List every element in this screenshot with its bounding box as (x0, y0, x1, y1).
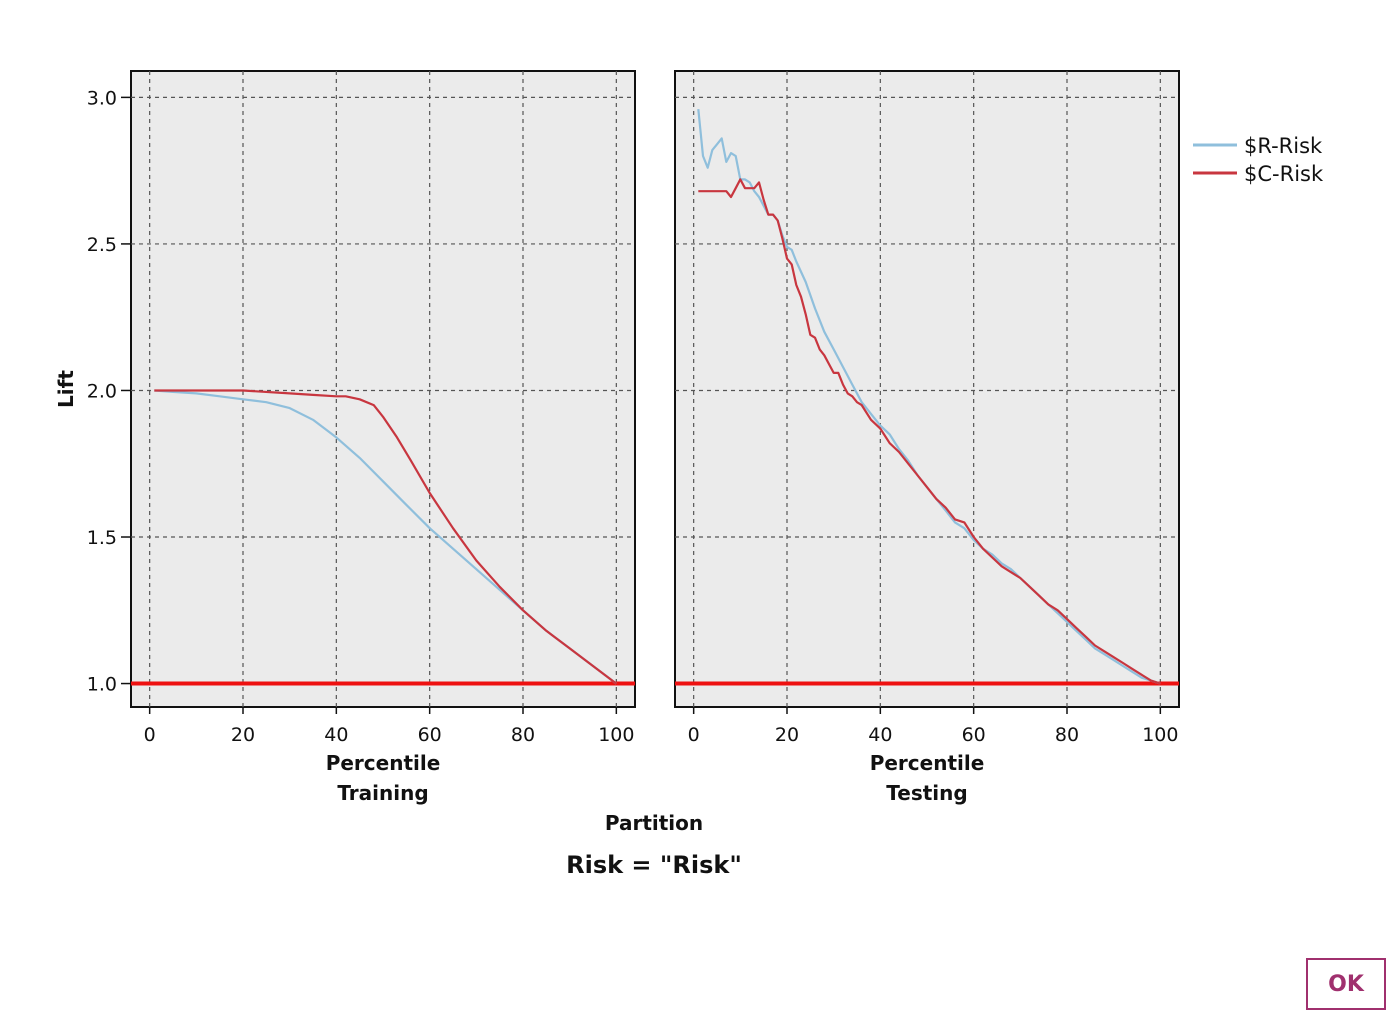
series-lines-training (154, 389, 617, 685)
y-axis-title: Lift (54, 370, 78, 408)
y-ticks-training: 1.0 1.5 2.0 2.5 3.0 (87, 87, 131, 696)
legend: $R-Risk $C-Risk (1193, 134, 1324, 186)
x-tick-label-testing-40: 40 (868, 724, 892, 746)
series-line-r-risk-testing (697, 108, 1161, 685)
plot-area-training (130, 70, 636, 708)
x-tick-label-training-40: 40 (324, 724, 348, 746)
x-axis-title-training: Percentile (326, 751, 441, 775)
x-tick-label-testing-60: 60 (962, 724, 986, 746)
x-tick-label-training-0: 0 (144, 724, 156, 746)
x-tick-label-testing-80: 80 (1055, 724, 1079, 746)
x-tick-label-testing-0: 0 (688, 724, 700, 746)
plot-area-testing (674, 70, 1180, 708)
chart-title: Risk = "Risk" (566, 851, 742, 879)
x-tick-label-testing-100: 100 (1142, 724, 1178, 746)
x-tick-label-training-80: 80 (511, 724, 535, 746)
series-lines-testing (697, 108, 1161, 685)
series-line-c-risk-testing (698, 178, 1161, 685)
x-tick-label-testing-20: 20 (775, 724, 799, 746)
legend-label-r-risk: $R-Risk (1244, 134, 1323, 158)
gridlines-testing (675, 71, 1179, 707)
y-tick-label-2.0: 2.0 (87, 380, 117, 402)
y-tick-label-2.5: 2.5 (87, 234, 117, 256)
x-tick-label-training-20: 20 (231, 724, 255, 746)
x-axis-title-testing: Percentile (870, 751, 985, 775)
x-tick-label-training-100: 100 (598, 724, 634, 746)
panel-label-training: Training (337, 781, 428, 805)
ok-button[interactable]: OK (1306, 958, 1386, 1010)
panel-label-testing: Testing (886, 781, 967, 805)
facet-label: Partition (605, 811, 703, 835)
panel-training: 0 20 40 60 80 100 1.01.52.02.53.0 Percentile … (87, 70, 636, 805)
y-tick-label-1.5: 1.5 (87, 527, 117, 549)
series-line-c-risk-training (154, 389, 617, 685)
y-tick-label-1.0: 1.0 (87, 674, 117, 696)
x-ticks-testing: 0 20 40 60 80 100 (688, 707, 1178, 746)
x-ticks-training: 0 20 40 60 80 100 (144, 707, 634, 746)
y-tick-label-3.0: 3.0 (87, 87, 117, 109)
x-tick-label-training-60: 60 (418, 724, 442, 746)
panel-testing: 0 20 40 60 80 100 Percentile Testing (674, 70, 1180, 805)
legend-label-c-risk: $C-Risk (1244, 162, 1324, 186)
